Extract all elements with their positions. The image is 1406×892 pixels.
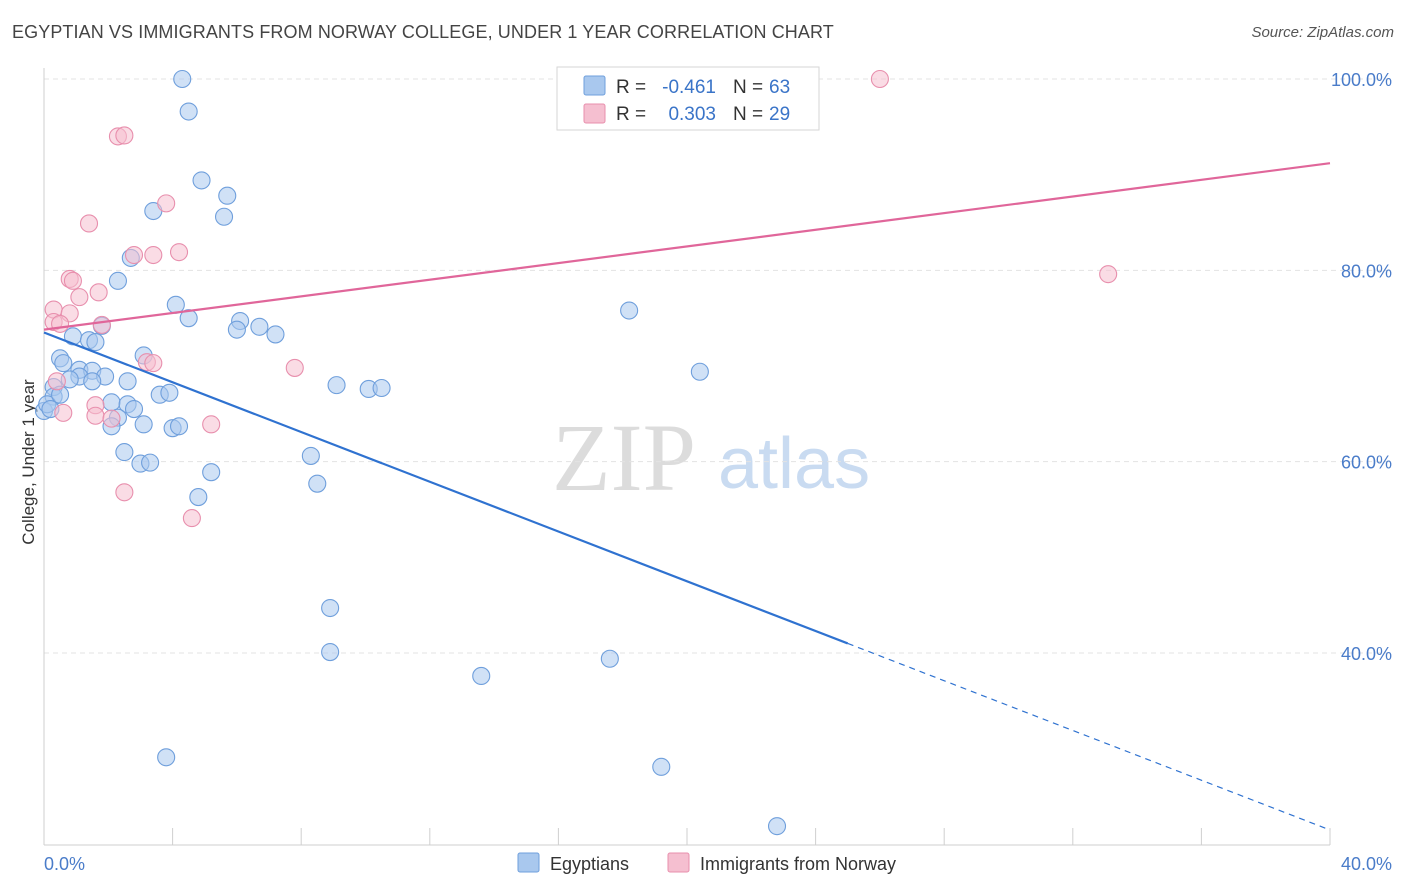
point-egyptians (321, 598, 340, 618)
point-egyptians (54, 354, 73, 373)
point-norway (92, 315, 111, 334)
y-tick-label: 60.0% (1341, 453, 1392, 473)
legend-n-label-egyptians: N = (733, 77, 763, 98)
legend-n-value-norway: 29 (769, 104, 790, 125)
point-egyptians (115, 443, 134, 462)
chart-title: EGYPTIAN VS IMMIGRANTS FROM NORWAY COLLE… (12, 22, 834, 42)
point-egyptians (652, 757, 671, 776)
point-egyptians (202, 463, 221, 482)
point-egyptians (214, 207, 234, 226)
watermark: ZIP atlas (552, 404, 870, 511)
point-egyptians (173, 69, 192, 89)
point-norway (54, 403, 73, 422)
point-egyptians (767, 817, 787, 836)
point-egyptians (108, 271, 127, 290)
series-legend-label-egyptians: Egyptians (550, 854, 629, 874)
x-tick-label-min: 0.0% (44, 854, 85, 874)
point-egyptians (250, 317, 269, 336)
point-egyptians (102, 393, 121, 412)
point-egyptians (157, 748, 176, 767)
point-egyptians (179, 102, 198, 121)
point-egyptians (179, 309, 198, 328)
y-axis-title: College, Under 1 year (19, 379, 38, 545)
series-legend-label-norway: Immigrants from Norway (700, 854, 896, 874)
trendlines (43, 162, 1331, 831)
point-norway (70, 288, 89, 307)
point-egyptians (189, 488, 208, 507)
point-egyptians (600, 649, 619, 668)
y-tick-label: 80.0% (1341, 261, 1392, 281)
series-legend: Egyptians Immigrants from Norway (517, 852, 896, 874)
series-legend-swatch-egyptians (517, 852, 540, 873)
point-norway (870, 69, 889, 89)
point-egyptians (227, 320, 246, 339)
point-egyptians (124, 399, 144, 419)
point-norway (144, 354, 163, 373)
legend-swatch-egyptians (583, 75, 606, 96)
watermark-zip: ZIP (552, 404, 696, 511)
point-egyptians (620, 301, 639, 320)
point-egyptians (218, 186, 237, 205)
watermark-atlas: atlas (718, 424, 870, 504)
point-norway (47, 372, 66, 391)
point-egyptians (327, 376, 346, 395)
point-egyptians (141, 453, 160, 472)
point-norway (182, 509, 201, 528)
legend-swatch-norway (583, 103, 606, 124)
source-credit: Source: ZipAtlas.com (1251, 24, 1394, 41)
point-egyptians (321, 642, 340, 662)
y-tick-label: 40.0% (1341, 644, 1392, 664)
point-norway (115, 126, 134, 145)
legend-n-value-egyptians: 63 (769, 77, 790, 98)
gridlines (44, 78, 1392, 654)
trendline-egyptians-extension (847, 642, 1331, 831)
legend-r-label-egyptians: R = (616, 77, 646, 98)
norway-points (44, 69, 1118, 528)
point-egyptians (192, 171, 211, 190)
point-norway (51, 314, 70, 333)
x-axis-ticks (172, 828, 1331, 845)
point-norway (169, 243, 189, 262)
point-norway (63, 271, 82, 290)
legend-r-value-norway: 0.303 (668, 104, 716, 125)
point-norway (1099, 265, 1118, 284)
point-norway (115, 483, 134, 502)
point-egyptians (134, 415, 153, 434)
point-norway (102, 409, 121, 428)
point-egyptians (690, 362, 709, 381)
point-egyptians (118, 372, 137, 391)
point-norway (144, 245, 163, 265)
point-norway (157, 194, 176, 213)
series-legend-swatch-norway (667, 852, 690, 873)
trendline-norway (43, 162, 1331, 331)
point-egyptians (83, 372, 102, 391)
point-norway (86, 406, 105, 425)
point-norway (79, 214, 99, 233)
point-egyptians (86, 333, 105, 352)
legend-n-label-norway: N = (733, 104, 763, 125)
point-norway (202, 415, 221, 434)
point-egyptians (472, 666, 491, 686)
x-tick-label-max: 40.0% (1341, 854, 1392, 874)
trendline-egyptians (43, 331, 849, 645)
point-egyptians (308, 474, 327, 493)
point-egyptians (169, 417, 189, 436)
point-norway (89, 283, 108, 302)
point-egyptians (372, 378, 391, 398)
point-norway (124, 245, 144, 265)
y-tick-labels: 100.0% 80.0% 60.0% 40.0% (1331, 70, 1392, 664)
y-tick-label: 100.0% (1331, 70, 1392, 90)
legend-r-label-norway: R = (616, 104, 646, 125)
point-egyptians (160, 383, 179, 402)
point-egyptians (266, 325, 285, 344)
stats-legend: R = -0.461 N = 63 R = 0.303 N = 29 (556, 66, 820, 131)
legend-r-value-egyptians: -0.461 (662, 77, 716, 98)
point-norway (285, 358, 304, 377)
point-egyptians (301, 446, 320, 465)
